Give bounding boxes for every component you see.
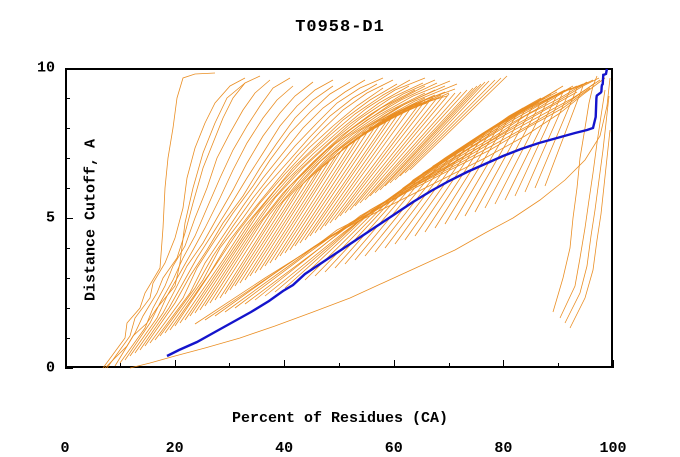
x-tick-label-0: 0 — [60, 440, 69, 457]
x-tick-label-100: 100 — [599, 440, 626, 457]
y-tick-label-0: 0 — [46, 360, 55, 377]
x-tick-mark-100 — [613, 360, 614, 368]
chart-lines-svg — [65, 68, 613, 368]
plot-area: 0 5 10 0 20 40 60 80 100 — [65, 68, 613, 368]
y-axis-label: Distance Cutoff, A — [83, 139, 100, 301]
x-axis-label: Percent of Residues (CA) — [0, 410, 680, 427]
decoy-lines-group — [103, 73, 610, 368]
chart-title: T0958-D1 — [0, 18, 680, 37]
y-tick-mark-0 — [65, 368, 73, 369]
y-tick-label-5: 5 — [46, 210, 55, 227]
y-tick-label-10: 10 — [37, 60, 55, 77]
x-tick-label-80: 80 — [494, 440, 512, 457]
x-tick-label-20: 20 — [166, 440, 184, 457]
chart-container: T0958-D1 0 5 10 — [0, 0, 680, 440]
x-tick-label-60: 60 — [385, 440, 403, 457]
x-tick-label-40: 40 — [275, 440, 293, 457]
